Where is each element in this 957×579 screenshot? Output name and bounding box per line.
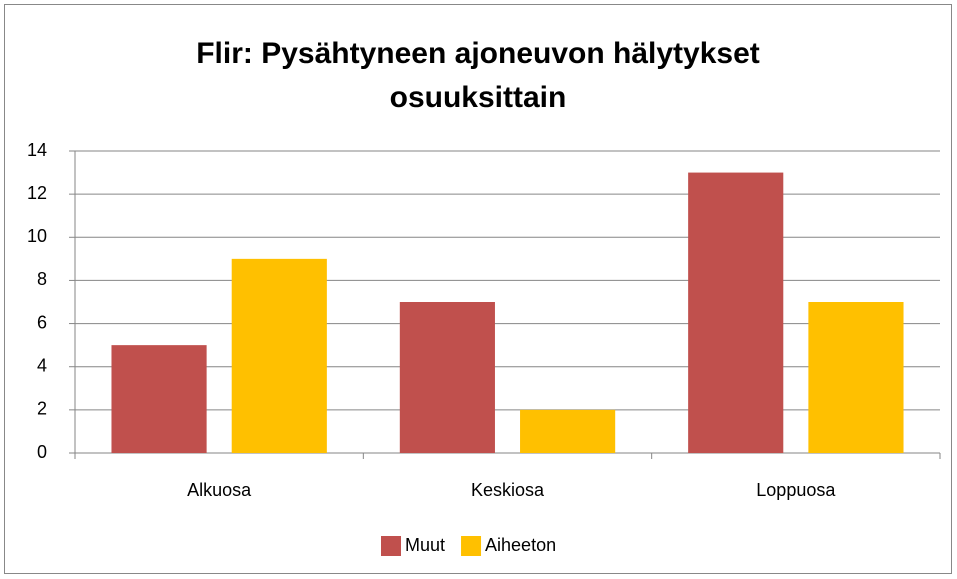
y-tick-label: 12 bbox=[27, 183, 47, 203]
y-tick-label: 4 bbox=[37, 355, 47, 375]
y-tick-label: 2 bbox=[37, 399, 47, 419]
legend-swatch bbox=[461, 536, 482, 556]
x-tick-label: Alkuosa bbox=[187, 480, 252, 500]
y-tick-label: 14 bbox=[27, 140, 47, 160]
bar bbox=[520, 409, 616, 453]
bar bbox=[808, 302, 904, 453]
chart-border bbox=[4, 4, 952, 574]
x-tick-label: Loppuosa bbox=[756, 480, 836, 500]
chart-title: Flir: Pysähtyneen ajoneuvon hälytykset o… bbox=[196, 37, 760, 114]
y-tick-label: 8 bbox=[37, 269, 47, 289]
bar bbox=[231, 258, 327, 453]
bar bbox=[111, 345, 207, 453]
x-tick-label: Keskiosa bbox=[471, 480, 545, 500]
bar bbox=[688, 172, 784, 454]
y-tick-label: 6 bbox=[37, 312, 47, 332]
legend-label: Aiheeton bbox=[485, 535, 556, 555]
legend-label: Muut bbox=[405, 535, 445, 555]
legend-swatch bbox=[381, 536, 401, 556]
y-tick-label: 0 bbox=[37, 442, 47, 462]
y-tick-label: 10 bbox=[27, 226, 47, 246]
bar bbox=[399, 302, 495, 453]
